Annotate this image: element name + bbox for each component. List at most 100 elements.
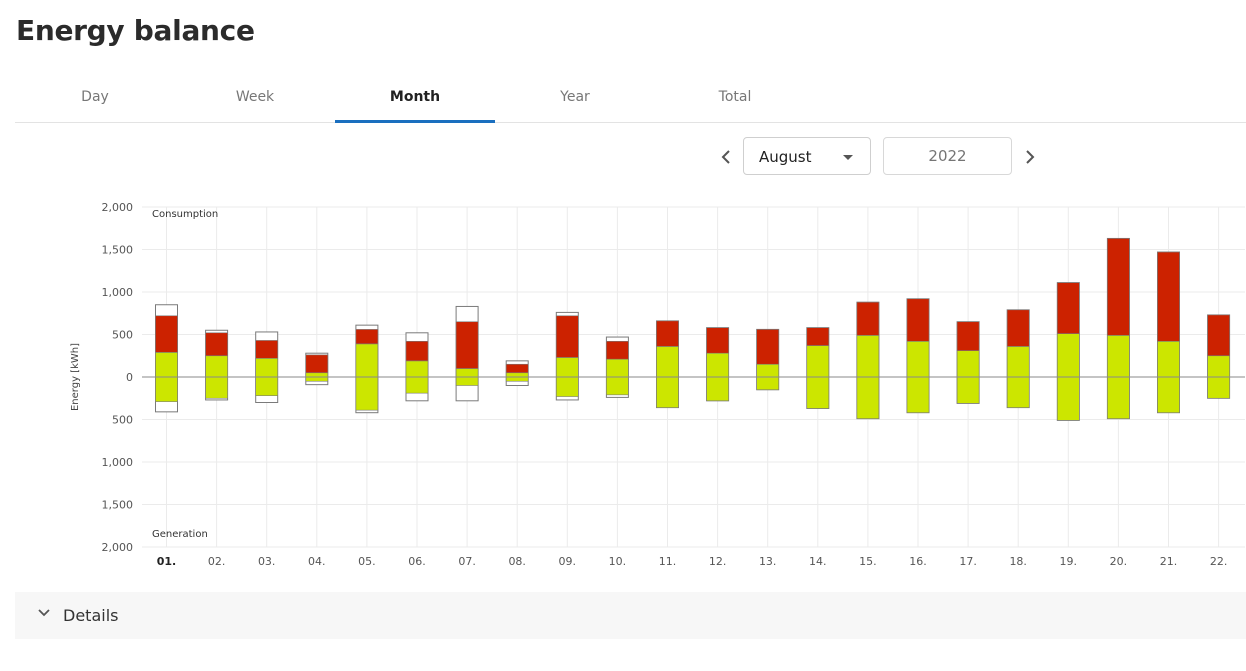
chevron-left-icon[interactable] [715,146,737,168]
self-consumption-bar [756,363,780,378]
x-tick-label: 22. [1210,555,1228,568]
self-consumption-bar [205,355,228,378]
details-toggle[interactable]: Details [15,592,1246,639]
grid-consumption-bar [205,332,228,357]
x-tick-label: 17. [959,555,977,568]
month-select[interactable]: August [743,137,871,175]
self-generation-bar [606,376,629,396]
y-tick-label: 1,000 [102,286,134,299]
y-tick-label: 2,000 [102,541,134,554]
grid-consumption-bar [1207,314,1230,357]
grid-consumption-bar [355,329,379,345]
self-generation-bar [1207,376,1230,399]
chart-ticks: 2,000 1,500 1,000 500 0 500 1,000 1,500 2,000 01.… [102,201,1228,568]
grid-consumption-bar [405,341,429,362]
x-tick-label: 18. [1009,555,1027,568]
y-tick-label: 1,500 [102,499,134,512]
grid-consumption-bar [1006,309,1030,347]
grid-consumption-bar [455,321,479,369]
x-tick-label: 08. [508,555,526,568]
year-input[interactable] [883,137,1012,175]
tab-total[interactable]: Total [718,89,752,105]
chevron-down-icon [38,609,50,617]
x-tick-label: 01. [157,555,177,568]
self-generation-bar [155,376,178,402]
x-tick-label: 10. [609,555,627,568]
self-consumption-bar [505,372,529,378]
x-tick-label: 16. [909,555,927,568]
generation-label: Generation [152,529,208,540]
x-tick-label: 19. [1060,555,1078,568]
x-tick-label: 13. [759,555,777,568]
y-tick-label: 1,000 [102,456,134,469]
self-consumption-bar [806,345,830,378]
tab-month[interactable]: Month [335,72,495,123]
self-generation-bar [756,376,780,391]
self-generation-bar [1157,376,1180,414]
active-tab-indicator [335,120,495,123]
x-tick-label: 21. [1160,555,1178,568]
grid-consumption-bar [656,320,679,347]
self-consumption-bar [555,357,579,378]
self-generation-bar [656,376,679,408]
grid-consumption-bar [806,327,830,346]
self-generation-bar [555,376,579,397]
self-consumption-bar [355,343,379,378]
grid-consumption-bar [255,340,278,359]
page-title: Energy balance [16,14,255,47]
tab-week[interactable]: Week [235,89,275,105]
grid-consumption-bar [856,301,880,336]
x-tick-label: 15. [859,555,877,568]
self-generation-bar [1107,376,1130,419]
grid-consumption-bar [1157,251,1180,342]
self-consumption-bar [706,352,729,378]
self-generation-bar [205,376,228,399]
x-tick-label: 05. [358,555,376,568]
period-tabs: Day Week Month Year Total [15,72,1246,123]
self-consumption-bar [155,352,178,378]
grid-consumption-bar [756,329,780,365]
chevron-right-icon[interactable] [1019,146,1041,168]
self-generation-bar [906,376,930,414]
y-tick-label: 2,000 [102,201,134,214]
x-tick-label: 20. [1110,555,1128,568]
x-tick-label: 03. [258,555,276,568]
grid-consumption-bar [1107,238,1130,336]
tab-year[interactable]: Year [560,89,590,105]
energy-balance-chart: 2,000 1,500 1,000 500 0 500 1,000 1,500 2,000 01.… [70,201,1245,568]
x-tick-label: 06. [408,555,426,568]
grid-consumption-bar [305,354,329,374]
self-consumption-bar [1057,333,1080,378]
caret-down-icon [843,155,853,160]
self-consumption-bar [305,372,329,378]
x-tick-label: 11. [659,555,677,568]
y-tick-label: 1,500 [102,244,134,257]
chart-bars [155,237,1231,421]
self-generation-bar [1006,376,1030,408]
self-consumption-bar [405,360,429,378]
self-generation-bar [355,376,379,411]
grid-consumption-bar [956,321,980,351]
grid-consumption-bar [1057,282,1080,334]
self-generation-bar [706,376,729,402]
self-consumption-bar [1107,335,1130,378]
details-label: Details [63,606,119,625]
self-consumption-bar [606,358,629,378]
grid-consumption-bar [505,363,529,374]
self-consumption-bar [956,350,980,378]
consumption-label: Consumption [152,209,218,220]
self-consumption-bar [856,335,880,378]
y-tick-label: 500 [112,329,133,342]
self-consumption-bar [1157,341,1180,378]
self-generation-bar [956,376,980,404]
x-tick-label: 14. [809,555,827,568]
self-generation-bar [255,376,278,397]
grid-consumption-bar [606,341,629,360]
self-generation-bar [806,376,830,409]
grid-consumption-bar [906,298,930,342]
self-generation-bar [455,376,479,386]
self-consumption-bar [255,358,278,378]
self-generation-bar [305,376,329,382]
x-tick-label: 02. [208,555,226,568]
tab-day[interactable]: Day [81,89,109,105]
